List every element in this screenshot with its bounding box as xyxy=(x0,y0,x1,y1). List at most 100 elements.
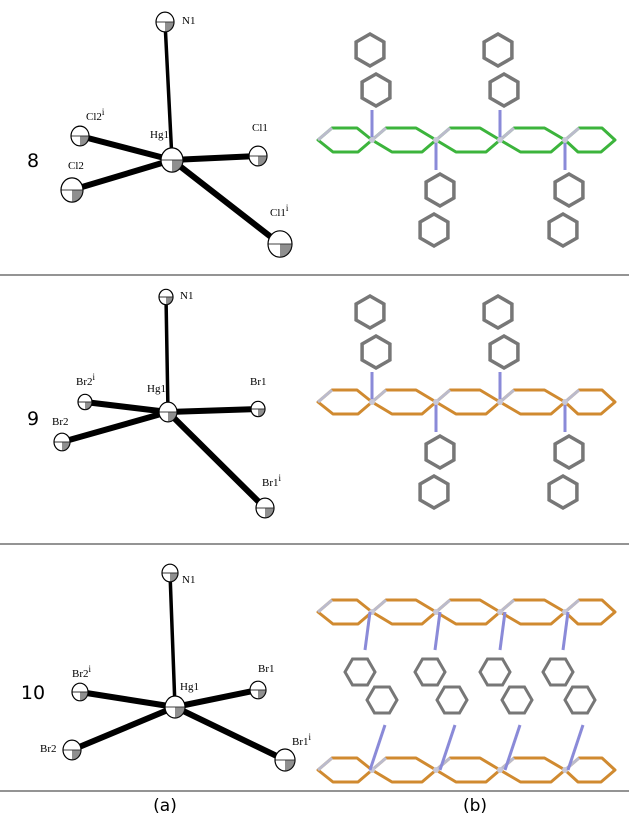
ellipsoid-octant xyxy=(258,690,266,699)
atom-label: Br1i xyxy=(292,732,312,748)
ellipsoid-octant xyxy=(72,750,81,760)
ellipsoid-octant xyxy=(258,156,267,166)
atom-label: N1 xyxy=(180,290,193,302)
hg-bond xyxy=(318,758,332,770)
ring xyxy=(549,214,577,246)
atom-label: Cl1i xyxy=(270,203,289,219)
ellipsoid-octant xyxy=(175,707,185,718)
bond xyxy=(172,160,280,244)
hg-bond xyxy=(318,600,332,612)
n-bond xyxy=(370,725,385,770)
atom-name: Cl1 xyxy=(270,207,286,219)
atom-superscript: i xyxy=(279,473,282,483)
ring xyxy=(415,659,445,685)
ring xyxy=(437,687,467,713)
row-label: 10 xyxy=(21,682,45,704)
atom-label: N1 xyxy=(182,574,195,586)
bond xyxy=(166,297,168,412)
hg-atom xyxy=(433,609,439,615)
n-bond xyxy=(440,725,455,770)
row-label: 9 xyxy=(27,408,39,430)
atom-label: Cl1 xyxy=(252,122,268,134)
ellipsoid-octant xyxy=(80,136,89,146)
ring xyxy=(345,659,375,685)
atom-label: Cl2i xyxy=(86,107,105,123)
ring xyxy=(549,476,577,508)
hg-atom xyxy=(369,137,375,143)
ring xyxy=(490,74,518,106)
ring xyxy=(484,34,512,66)
ring xyxy=(356,34,384,66)
n-bond xyxy=(563,612,568,650)
ring xyxy=(555,436,583,468)
atom-label: Br2 xyxy=(52,416,69,428)
hg-atom xyxy=(497,767,503,773)
ellipsoid-octant xyxy=(165,22,174,32)
hg-atom xyxy=(562,399,568,405)
hg-atom xyxy=(497,609,503,615)
atom-label: Br2i xyxy=(76,372,96,388)
bond xyxy=(62,412,168,442)
bond xyxy=(172,156,258,160)
ellipsoid-octant xyxy=(166,297,173,305)
ellipsoid-octant xyxy=(170,573,178,582)
hg-atom xyxy=(562,767,568,773)
atom-name: N1 xyxy=(180,290,193,302)
ellipsoid-octant xyxy=(85,402,92,410)
atom-label: Hg1 xyxy=(147,383,166,395)
atom-name: Br2 xyxy=(76,376,93,388)
atom-label: Cl2 xyxy=(68,160,84,172)
ring xyxy=(484,296,512,328)
atom-name: Hg1 xyxy=(150,129,169,141)
caption: (a) xyxy=(153,796,177,816)
atom-label: Br1 xyxy=(250,376,267,388)
n-bond xyxy=(505,725,520,770)
ellipsoid-octant xyxy=(62,442,70,451)
ring xyxy=(480,659,510,685)
ring xyxy=(420,476,448,508)
ring xyxy=(565,687,595,713)
atom-name: Hg1 xyxy=(180,681,199,693)
atom-label: Br1i xyxy=(262,473,282,489)
atom-name: Cl2 xyxy=(68,160,84,172)
hg-atom xyxy=(497,399,503,405)
bond xyxy=(170,573,175,707)
atom-label: Hg1 xyxy=(150,129,169,141)
atom-label: Hg1 xyxy=(180,681,199,693)
ellipsoid-octant xyxy=(280,244,292,257)
bond xyxy=(80,692,175,707)
atom-name: N1 xyxy=(182,574,195,586)
atom-superscript: i xyxy=(89,664,92,674)
ring xyxy=(367,687,397,713)
atom-name: Br1 xyxy=(292,736,309,748)
ring xyxy=(502,687,532,713)
ellipsoid-octant xyxy=(265,508,274,518)
ring xyxy=(362,336,390,368)
ring xyxy=(555,174,583,206)
atom-label: Br2i xyxy=(72,664,92,680)
ellipsoid-octant xyxy=(80,692,88,701)
hg-atom xyxy=(562,137,568,143)
ellipsoid-octant xyxy=(285,760,295,771)
ring xyxy=(543,659,573,685)
atom-superscript: i xyxy=(102,107,105,117)
bond xyxy=(72,707,175,750)
hg-bond xyxy=(318,390,332,402)
hg-atom xyxy=(433,399,439,405)
hg-atom xyxy=(433,137,439,143)
figure: (a) (b) 8N1Hg1Cl2iCl1Cl2Cl1i9N1Hg1Br2iBr… xyxy=(0,0,629,819)
atom-label: Br2 xyxy=(40,743,57,755)
ring xyxy=(362,74,390,106)
atom-name: Br2 xyxy=(52,416,69,428)
hg-atom xyxy=(497,137,503,143)
n-bond xyxy=(500,612,505,650)
hg-atom xyxy=(369,399,375,405)
bond xyxy=(168,409,258,412)
bond xyxy=(168,412,265,508)
atom-superscript: i xyxy=(286,203,289,213)
atom-name: Br1 xyxy=(262,477,279,489)
atom-name: N1 xyxy=(182,15,195,27)
ring xyxy=(356,296,384,328)
n-bond xyxy=(568,725,583,770)
atom-label: N1 xyxy=(182,15,195,27)
